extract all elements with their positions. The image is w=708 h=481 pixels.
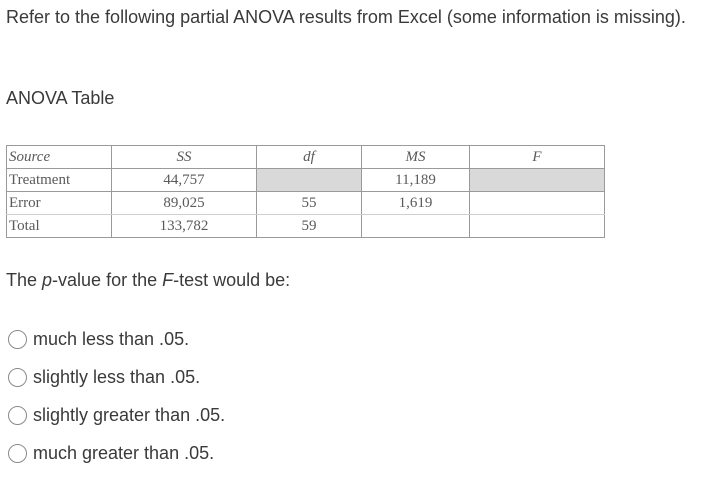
table-row-error: Error 89,025 55 1,619 (6, 191, 605, 215)
option-label[interactable]: slightly greater than .05. (33, 405, 226, 425)
answer-options: much less than .05. slightly less than .… (8, 320, 225, 472)
header-f: F (469, 145, 605, 169)
question-prompt: The p-value for the F-test would be: (6, 268, 290, 292)
cell-ss: 44,757 (111, 168, 257, 192)
cell-f (469, 214, 605, 238)
cell-df-missing (256, 168, 362, 192)
table-row-total: Total 133,782 59 (6, 214, 605, 238)
header-source: Source (6, 145, 112, 169)
cell-source: Total (6, 214, 112, 238)
prompt-p-italic: p (42, 270, 53, 290)
cell-ss: 89,025 (111, 191, 257, 215)
cell-ms (361, 214, 470, 238)
option-label[interactable]: much less than .05. (33, 329, 190, 349)
answer-option-1[interactable]: much less than .05. (8, 320, 225, 358)
prompt-text: -value for the (52, 270, 163, 290)
radio-button-icon[interactable] (8, 405, 27, 425)
cell-ms: 1,619 (361, 191, 470, 215)
cell-df: 55 (256, 191, 362, 215)
answer-option-2[interactable]: slightly less than .05. (8, 358, 225, 396)
cell-f (469, 191, 605, 215)
anova-table: Source SS df MS F Treatment 44,757 11,18… (6, 145, 605, 238)
cell-ms: 11,189 (361, 168, 470, 192)
table-title: ANOVA Table (6, 88, 115, 108)
header-ss: SS (111, 145, 257, 169)
radio-button-icon[interactable] (8, 443, 27, 463)
option-label[interactable]: much greater than .05. (33, 443, 215, 463)
cell-f-missing (469, 168, 605, 192)
radio-button-icon[interactable] (8, 367, 27, 387)
cell-ss: 133,782 (111, 214, 257, 238)
answer-option-4[interactable]: much greater than .05. (8, 434, 225, 472)
prompt-text: -test would be: (173, 270, 291, 290)
answer-option-3[interactable]: slightly greater than .05. (8, 396, 225, 434)
prompt-text: The (6, 270, 43, 290)
cell-source: Treatment (6, 168, 112, 192)
table-row-treatment: Treatment 44,757 11,189 (6, 168, 605, 192)
cell-source: Error (6, 191, 112, 215)
header-ms: MS (361, 145, 470, 169)
question-intro: Refer to the following partial ANOVA res… (6, 7, 686, 27)
prompt-f-italic: F (162, 270, 174, 290)
cell-df: 59 (256, 214, 362, 238)
anova-header-row: Source SS df MS F (6, 145, 605, 169)
radio-button-icon[interactable] (8, 329, 27, 349)
option-label[interactable]: slightly less than .05. (33, 367, 201, 387)
header-df: df (256, 145, 362, 169)
